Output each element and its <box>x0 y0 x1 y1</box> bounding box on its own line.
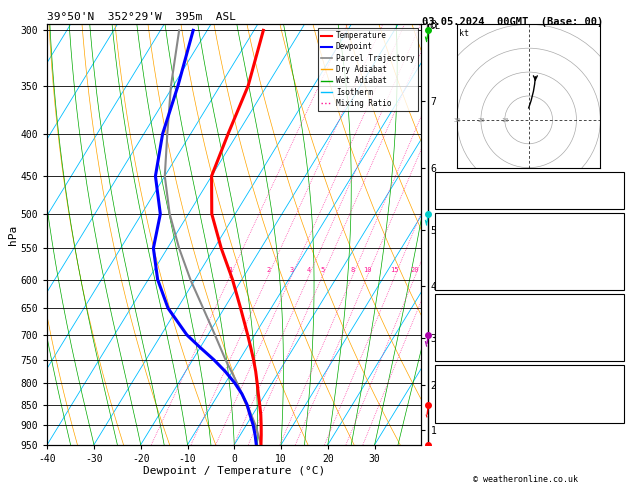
Text: θₑ (K): θₑ (K) <box>439 320 471 329</box>
Text: 9: 9 <box>615 260 620 269</box>
Text: 4: 4 <box>615 331 620 340</box>
Text: kt: kt <box>459 29 469 38</box>
Text: 58: 58 <box>610 392 620 401</box>
Text: 48: 48 <box>610 188 620 197</box>
Text: 0: 0 <box>615 342 620 350</box>
Text: Most Unstable: Most Unstable <box>494 299 565 308</box>
Text: 3: 3 <box>289 267 294 274</box>
Text: 20: 20 <box>411 267 419 274</box>
Text: Lifted Index: Lifted Index <box>439 331 504 340</box>
Text: EH: EH <box>439 381 450 390</box>
Y-axis label: km
ASL: km ASL <box>439 213 457 235</box>
Text: θₑ(K): θₑ(K) <box>439 250 466 259</box>
Legend: Temperature, Dewpoint, Parcel Trajectory, Dry Adiabat, Wet Adiabat, Isotherm, Mi: Temperature, Dewpoint, Parcel Trajectory… <box>318 28 418 111</box>
Text: PW (cm): PW (cm) <box>439 199 477 208</box>
Text: CAPE (J): CAPE (J) <box>439 271 482 280</box>
Text: 6°: 6° <box>610 403 620 412</box>
Text: CIN (J): CIN (J) <box>439 281 477 290</box>
Text: 297: 297 <box>604 250 620 259</box>
Text: 5.7: 5.7 <box>604 229 620 238</box>
Text: 10: 10 <box>363 267 371 274</box>
Text: Totals Totals: Totals Totals <box>439 188 509 197</box>
Text: 39°50'N  352°29'W  395m  ASL: 39°50'N 352°29'W 395m ASL <box>47 12 236 22</box>
Text: 1.51: 1.51 <box>599 199 620 208</box>
Text: Surface: Surface <box>511 218 548 227</box>
Text: Pressure (mb): Pressure (mb) <box>439 310 509 318</box>
Text: © weatheronline.co.uk: © weatheronline.co.uk <box>473 474 577 484</box>
Text: 0: 0 <box>615 352 620 361</box>
Text: 15: 15 <box>391 267 399 274</box>
Text: 4: 4 <box>307 267 311 274</box>
Text: 23: 23 <box>610 176 620 186</box>
Text: 30: 30 <box>454 118 460 123</box>
Text: 0: 0 <box>615 281 620 290</box>
Text: StmDir: StmDir <box>439 403 471 412</box>
Text: 10: 10 <box>501 118 508 123</box>
Text: 20: 20 <box>477 118 484 123</box>
Text: 700: 700 <box>604 310 620 318</box>
Text: K: K <box>439 176 445 186</box>
Text: Temp (°C): Temp (°C) <box>439 229 487 238</box>
Text: Lifted Index: Lifted Index <box>439 260 504 269</box>
Text: CIN (J): CIN (J) <box>439 352 477 361</box>
Text: SREH: SREH <box>439 392 460 401</box>
Text: Hodograph: Hodograph <box>506 370 554 379</box>
Text: 8: 8 <box>350 267 355 274</box>
Text: 1: 1 <box>228 267 233 274</box>
Text: 03.05.2024  00GMT  (Base: 00): 03.05.2024 00GMT (Base: 00) <box>422 17 603 27</box>
Text: 5: 5 <box>320 267 325 274</box>
Text: CAPE (J): CAPE (J) <box>439 342 482 350</box>
Text: 303: 303 <box>604 320 620 329</box>
Text: 4.7: 4.7 <box>604 239 620 248</box>
Text: Dewp (°C): Dewp (°C) <box>439 239 487 248</box>
Text: 2: 2 <box>266 267 270 274</box>
Text: 0: 0 <box>615 271 620 280</box>
Text: LCL: LCL <box>425 22 440 31</box>
X-axis label: Dewpoint / Temperature (°C): Dewpoint / Temperature (°C) <box>143 467 325 476</box>
Text: StmSpd (kt): StmSpd (kt) <box>439 414 498 423</box>
Text: 16: 16 <box>610 381 620 390</box>
Text: 25: 25 <box>610 414 620 423</box>
Y-axis label: hPa: hPa <box>8 225 18 244</box>
